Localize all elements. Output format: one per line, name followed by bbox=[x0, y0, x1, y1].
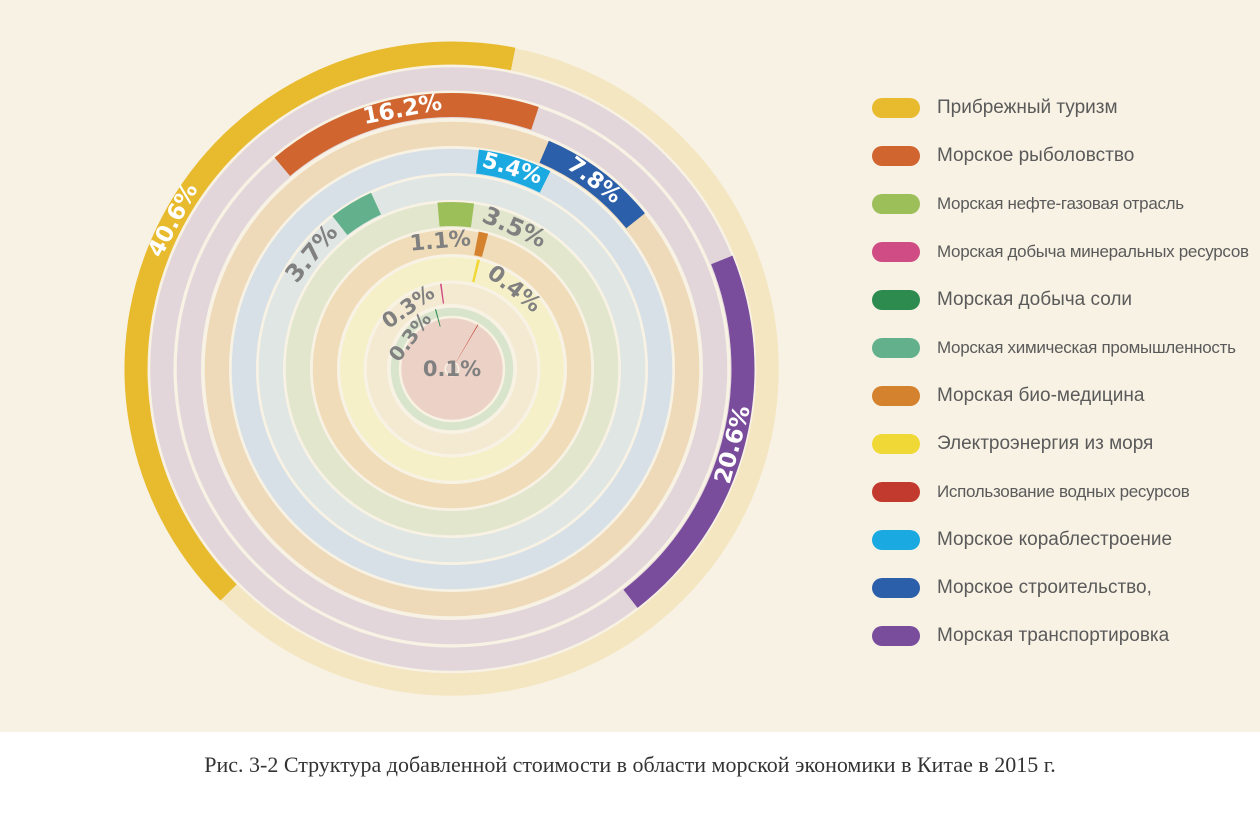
legend-item: Прибрежный туризм bbox=[872, 84, 1252, 132]
bar-11 bbox=[539, 140, 645, 229]
legend-swatch bbox=[872, 434, 920, 454]
legend-swatch bbox=[872, 242, 920, 262]
legend-swatch bbox=[872, 338, 920, 358]
legend-label: Морская химическая промышленность bbox=[937, 338, 1236, 357]
legend-item: Морское рыболовство bbox=[872, 132, 1252, 180]
bar-6 bbox=[332, 192, 382, 236]
legend-swatch bbox=[872, 290, 920, 310]
legend-item: Морское кораблестроение bbox=[872, 516, 1252, 564]
bar-1 bbox=[124, 41, 516, 601]
ring-track bbox=[365, 282, 539, 456]
legend-swatch bbox=[872, 194, 920, 214]
bar-label-7: 1.1% bbox=[409, 226, 472, 256]
bar-2 bbox=[274, 93, 539, 176]
ring-separator bbox=[229, 146, 675, 592]
ring-separator bbox=[122, 39, 782, 699]
legend-swatch bbox=[872, 98, 920, 118]
legend-label: Морская нефте-газовая отрасль bbox=[937, 194, 1184, 213]
figure-panel: 40.6% 20.6% 16.2% 7.8% 5.4% 3.7% 3.5% 1.1% 0.4% 0… bbox=[0, 0, 1260, 732]
legend-item: Морская добыча соли bbox=[872, 276, 1252, 324]
bar-3 bbox=[437, 202, 475, 228]
ring-separator bbox=[310, 227, 594, 511]
legend-swatch bbox=[872, 146, 920, 166]
ring-track bbox=[203, 120, 701, 618]
legend-label: Морское строительство, bbox=[937, 577, 1152, 598]
legend: Прибрежный туризм Морское рыболовство Морс… bbox=[872, 84, 1252, 660]
legend-label: Морская транспортировка bbox=[937, 625, 1170, 646]
chart-centre bbox=[446, 363, 458, 375]
bar-label-9: 0.1% bbox=[423, 357, 481, 381]
legend-swatch bbox=[872, 578, 920, 598]
bar-8 bbox=[472, 259, 481, 283]
ring-track bbox=[399, 316, 505, 422]
bar-7 bbox=[474, 231, 489, 257]
legend-item: Электроэнергия из моря bbox=[872, 420, 1252, 468]
ring-track bbox=[257, 174, 647, 564]
ring-separator bbox=[202, 119, 702, 619]
legend-item: Морская добыча минеральных ресурсов bbox=[872, 228, 1252, 276]
ring-separator bbox=[256, 173, 648, 565]
legend-label: Прибрежный туризм bbox=[937, 97, 1118, 118]
radial-bar-chart: 40.6%20.6%16.2%7.8%5.4%3.7% 3.5%1.1%0.4%0… bbox=[122, 39, 782, 699]
legend-swatch bbox=[872, 530, 920, 550]
ring-separator bbox=[337, 254, 567, 484]
ring-separator bbox=[174, 91, 730, 647]
ring-track bbox=[311, 228, 593, 510]
bar-12 bbox=[623, 255, 755, 608]
ring-separator bbox=[364, 281, 540, 457]
legend-label: Морское рыболовство bbox=[937, 145, 1135, 166]
legend-item: Морская транспортировка bbox=[872, 612, 1252, 660]
legend-label: Морская добыча соли bbox=[937, 289, 1133, 310]
legend-item: Морская химическая промышленность bbox=[872, 324, 1252, 372]
legend-label: Электроэнергия из моря bbox=[937, 433, 1154, 454]
ring-separator bbox=[283, 200, 621, 538]
legend-label: Морская био-медицина bbox=[937, 385, 1145, 406]
legend-swatch bbox=[872, 386, 920, 406]
ring-separator bbox=[147, 64, 757, 674]
legend-label: Морское кораблестроение bbox=[937, 529, 1173, 550]
figure-caption: Рис. 3-2 Структура добавленной стоимости… bbox=[204, 752, 1056, 777]
ring-track bbox=[338, 255, 566, 483]
legend-swatch bbox=[872, 482, 920, 502]
legend-item: Морское строительство, bbox=[872, 564, 1252, 612]
legend-item: Использование водных ресурсов bbox=[872, 468, 1252, 516]
legend-label: Морская добыча минеральных ресурсов bbox=[937, 242, 1249, 261]
legend-swatch bbox=[872, 626, 920, 646]
legend-item: Морская нефте-газовая отрасль bbox=[872, 180, 1252, 228]
ring-separator bbox=[398, 315, 506, 423]
legend-item: Морская био-медицина bbox=[872, 372, 1252, 420]
legend-label: Использование водных ресурсов bbox=[937, 482, 1190, 501]
ring-track bbox=[230, 147, 674, 591]
bar-10 bbox=[475, 149, 551, 193]
ring-separator bbox=[388, 305, 516, 433]
